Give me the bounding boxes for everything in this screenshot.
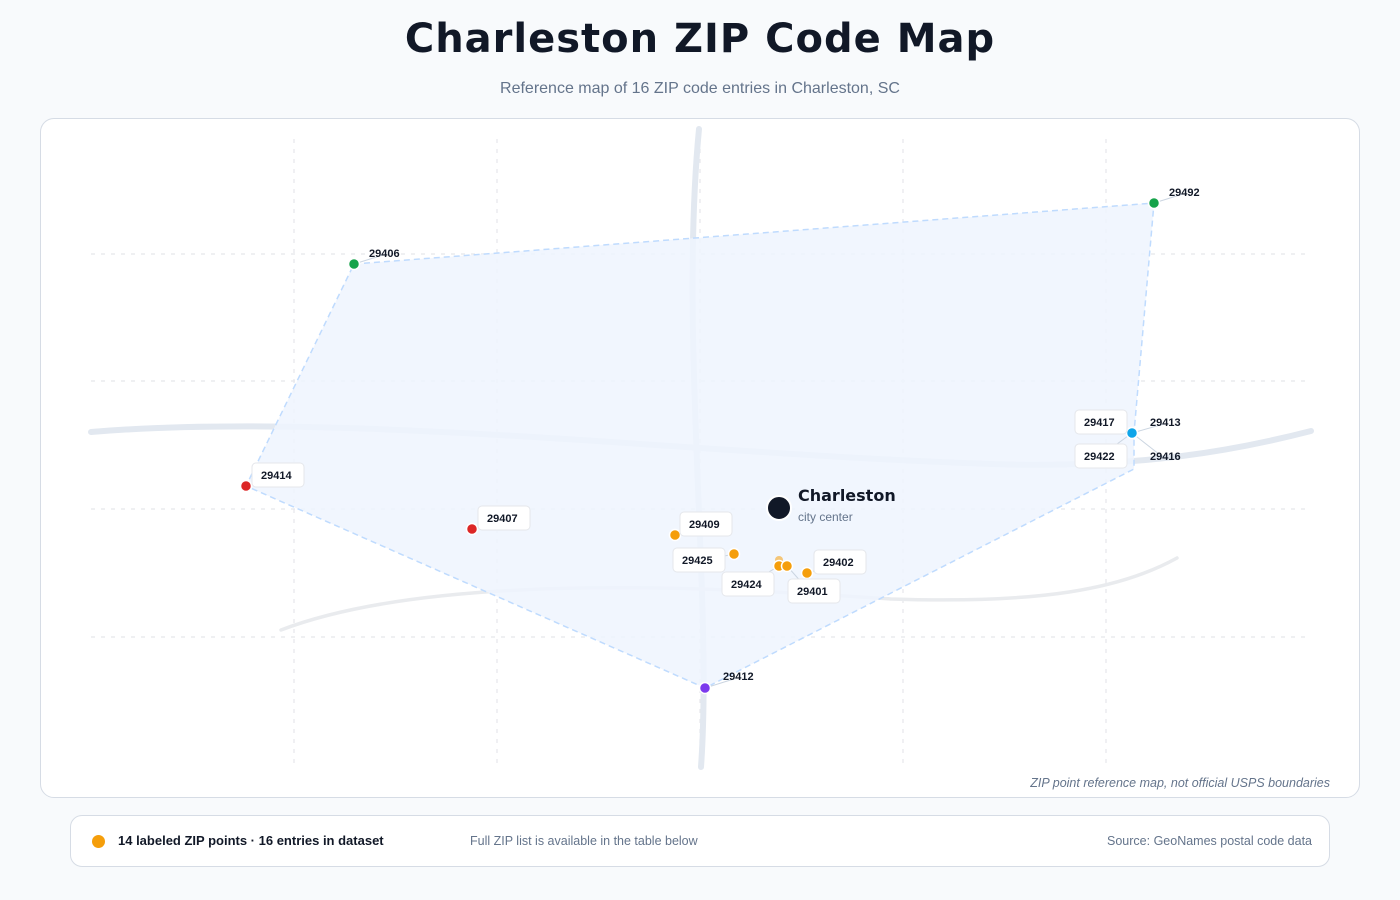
zip-label: 29406 xyxy=(369,248,400,260)
zip-label-box xyxy=(787,578,841,604)
zip-point-marker[interactable] xyxy=(727,547,741,561)
zip-label-box xyxy=(251,462,305,488)
zip-label: 29414 xyxy=(261,470,292,482)
zip-labels: 29492 29406 29414 29407 29409 29425 29424 29402… xyxy=(251,187,1200,683)
zip-label: 29413 xyxy=(1150,417,1181,429)
legend-count: 14 labeled ZIP points · 16 entries in da… xyxy=(118,833,384,848)
zip-label: 29401 xyxy=(797,586,828,598)
zip-point-marker[interactable] xyxy=(1147,196,1161,210)
page-subtitle: Reference map of 16 ZIP code entries in … xyxy=(500,80,900,97)
zip-label-box xyxy=(813,549,867,575)
legend-bar: 14 labeled ZIP points · 16 entries in da… xyxy=(70,815,1330,867)
zip-point-marker[interactable] xyxy=(239,479,253,493)
zip-label: 29425 xyxy=(682,555,713,567)
zip-label: 29407 xyxy=(487,513,518,525)
map-panel[interactable]: 29492 29406 29414 29407 29409 29425 29424 29402… xyxy=(40,118,1360,798)
zip-label-box xyxy=(1074,443,1128,469)
zip-label-box xyxy=(477,505,531,531)
legend-note: Full ZIP list is available in the table … xyxy=(470,834,698,848)
zip-label-box xyxy=(672,547,726,573)
zip-label: 29417 xyxy=(1084,417,1115,429)
zip-label-box xyxy=(679,511,733,537)
city-sublabel: city center xyxy=(798,510,853,524)
zip-point-legend-icon xyxy=(92,835,105,848)
zip-label: 29409 xyxy=(689,519,720,531)
zip-label: 29416 xyxy=(1150,451,1181,463)
zip-point-marker[interactable] xyxy=(698,681,712,695)
zip-point-marker[interactable] xyxy=(780,559,794,573)
page-title: Charleston ZIP Code Map xyxy=(404,16,996,62)
zip-coverage-outline xyxy=(244,202,1155,689)
zip-label: 29402 xyxy=(823,557,854,569)
zip-label: 29412 xyxy=(723,671,754,683)
map-disclaimer: ZIP point reference map, not official US… xyxy=(1030,776,1330,790)
zip-point-marker[interactable] xyxy=(1125,426,1139,440)
data-source: Source: GeoNames postal code data xyxy=(1107,834,1312,848)
zip-label: 29492 xyxy=(1169,187,1200,199)
zip-point-marker[interactable] xyxy=(347,257,361,271)
zip-point-marker[interactable] xyxy=(465,522,479,536)
city-center-icon[interactable] xyxy=(766,495,792,521)
zip-point-marker[interactable] xyxy=(668,528,682,542)
zip-label: 29422 xyxy=(1084,451,1115,463)
zip-label: 29424 xyxy=(731,579,762,591)
zip-point-marker[interactable] xyxy=(800,566,814,580)
map-canvas[interactable]: 29492 29406 29414 29407 29409 29425 29424 29402… xyxy=(41,119,1360,798)
label-leader xyxy=(1131,432,1165,459)
zip-label-box xyxy=(1074,409,1128,435)
city-name: Charleston xyxy=(798,486,896,505)
zip-label-box xyxy=(721,571,775,597)
city-center-marker[interactable]: Charleston city center xyxy=(766,486,896,524)
